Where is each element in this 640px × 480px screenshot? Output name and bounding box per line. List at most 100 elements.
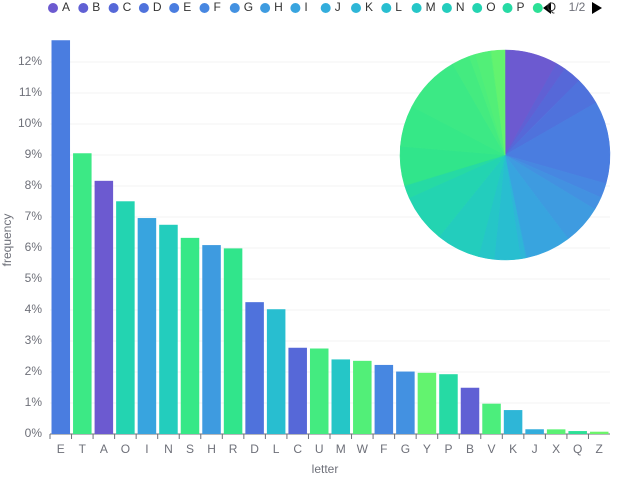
legend-symbol xyxy=(48,3,58,13)
x-tick-label: Z xyxy=(596,442,603,456)
bar xyxy=(482,403,501,434)
bar xyxy=(439,374,458,434)
x-tick-label: F xyxy=(380,442,387,456)
bar xyxy=(159,224,178,434)
legend-symbol xyxy=(199,3,210,13)
bar xyxy=(116,201,135,434)
legend-symbol xyxy=(472,3,483,13)
legend-label: E xyxy=(183,0,191,14)
x-tick-label: E xyxy=(57,442,65,456)
legend-label: I xyxy=(304,0,307,14)
x-tick-label: S xyxy=(186,442,194,456)
y-tick-label: 0% xyxy=(25,426,43,440)
legend-label: J xyxy=(335,0,341,14)
bar xyxy=(568,431,587,434)
legend-label: H xyxy=(274,0,283,14)
legend-symbol xyxy=(532,3,543,13)
legend-page: 1/2 xyxy=(569,0,586,14)
bar xyxy=(460,387,480,434)
legend-label: P xyxy=(517,0,525,14)
bar xyxy=(503,410,523,434)
legend-symbol xyxy=(138,3,149,13)
legend-symbol xyxy=(290,3,301,13)
x-tick-label: N xyxy=(164,442,173,456)
legend-label: O xyxy=(486,0,495,14)
y-tick-label: 1% xyxy=(25,395,43,409)
bar xyxy=(331,359,351,434)
y-tick-label: 4% xyxy=(25,302,43,316)
legend-symbol xyxy=(169,3,180,13)
bar xyxy=(525,429,544,434)
legend-label: D xyxy=(153,0,162,14)
legend-label: F xyxy=(214,0,221,14)
bar xyxy=(223,248,243,434)
legend-label: L xyxy=(395,0,402,14)
y-tick-label: 8% xyxy=(25,178,43,192)
y-axis-label: frequency xyxy=(0,214,14,267)
x-axis-label: letter xyxy=(312,462,339,476)
bar xyxy=(202,245,221,434)
legend-next[interactable] xyxy=(592,2,602,14)
bar xyxy=(73,153,92,434)
x-tick-label: J xyxy=(532,442,538,456)
y-tick-label: 11% xyxy=(19,85,42,99)
x-tick-label: Q xyxy=(573,442,582,456)
bar xyxy=(180,237,200,434)
x-tick-label: D xyxy=(250,442,259,456)
bar xyxy=(396,371,415,434)
x-tick-label: W xyxy=(357,442,369,456)
x-tick-label: Y xyxy=(423,442,431,456)
x-tick-label: H xyxy=(207,442,216,456)
x-tick-label: T xyxy=(79,442,87,456)
x-tick-label: G xyxy=(401,442,410,456)
x-tick-label: O xyxy=(121,442,130,456)
legend-symbol xyxy=(78,3,89,13)
legend-label: A xyxy=(62,0,70,14)
y-tick-label: 7% xyxy=(25,209,43,223)
y-tick-label: 12% xyxy=(18,54,42,68)
y-tick-label: 10% xyxy=(18,116,42,130)
legend: A B C D E F G H I J K L M N O P Q xyxy=(48,0,556,14)
legend-label: M xyxy=(426,0,436,14)
x-tick-label: L xyxy=(273,442,280,456)
legend-label: C xyxy=(123,0,132,14)
bar xyxy=(417,372,437,434)
bar xyxy=(245,302,264,434)
pie-slice xyxy=(504,102,611,184)
x-tick-label: A xyxy=(100,442,108,456)
bar xyxy=(94,180,114,434)
x-tick-label: C xyxy=(293,442,302,456)
legend-prev[interactable] xyxy=(543,2,551,14)
bar xyxy=(309,348,329,434)
bar xyxy=(589,431,609,434)
legend-symbol xyxy=(502,3,513,13)
legend-symbol xyxy=(320,3,331,13)
legend-label: Q xyxy=(547,0,556,14)
x-tick-label: U xyxy=(315,442,324,456)
x-tick-label: I xyxy=(145,442,148,456)
legend-symbol xyxy=(411,3,422,13)
legend-symbol xyxy=(229,3,240,13)
bar xyxy=(266,309,286,434)
bar xyxy=(374,364,394,434)
y-tick-label: 9% xyxy=(25,147,43,161)
legend-label: G xyxy=(244,0,253,14)
bar xyxy=(288,347,307,434)
y-tick-label: 2% xyxy=(25,364,43,378)
legend-symbol xyxy=(381,3,392,13)
x-tick-label: M xyxy=(336,442,346,456)
legend-label: N xyxy=(456,0,465,14)
legend-symbol xyxy=(108,3,119,13)
bar xyxy=(51,40,71,434)
y-tick-label: 6% xyxy=(25,240,43,254)
x-tick-label: X xyxy=(552,442,560,456)
bar xyxy=(353,360,372,434)
x-tick-label: K xyxy=(509,442,517,456)
legend-label: K xyxy=(365,0,373,14)
y-tick-label: 3% xyxy=(25,333,43,347)
x-tick-label: V xyxy=(488,442,496,456)
legend-symbol xyxy=(260,3,271,13)
legend-symbol xyxy=(351,3,361,13)
legend-symbol xyxy=(441,3,452,13)
